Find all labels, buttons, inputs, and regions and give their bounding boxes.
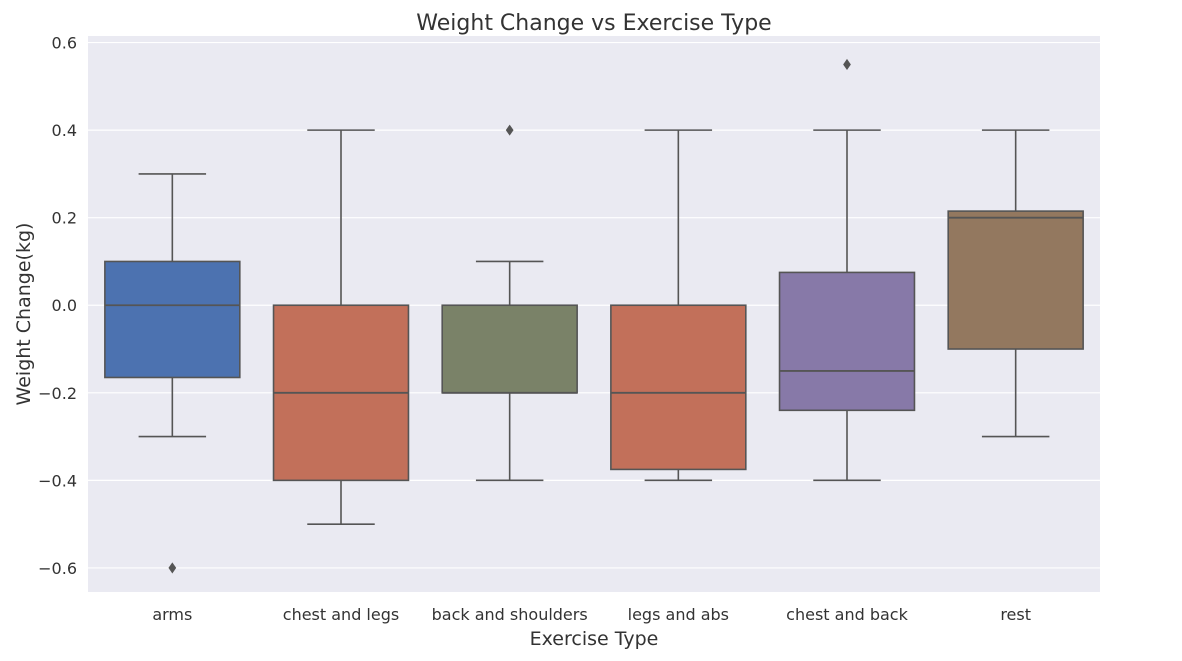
x-tick-label: chest and back <box>786 605 908 624</box>
box-iqr <box>610 304 747 471</box>
chart-title: Weight Change vs Exercise Type <box>416 11 771 36</box>
y-axis-label: Weight Change(kg) <box>13 223 35 406</box>
box-iqr <box>441 304 578 394</box>
box-arms <box>104 173 241 574</box>
gridlines <box>88 41 1100 569</box>
outlier-point <box>505 124 514 136</box>
box-iqr <box>947 210 1084 350</box>
x-tick-label: chest and legs <box>283 605 399 624</box>
box-series <box>104 58 1084 574</box>
y-axis-ticks: 0.6 0.4 0.2 0.0 −0.2 −0.4 −0.6 <box>38 34 77 578</box>
box-legs-and-abs <box>610 129 747 482</box>
y-tick-label: −0.2 <box>38 384 77 403</box>
box-chest-and-back <box>778 58 916 482</box>
box-back-and-shoulders <box>441 124 578 482</box>
x-tick-label: rest <box>1000 605 1031 624</box>
x-axis-label: Exercise Type <box>530 628 659 650</box>
y-tick-label: 0.4 <box>52 121 77 140</box>
outlier-point <box>843 58 851 70</box>
x-tick-label: legs and abs <box>628 605 729 624</box>
y-tick-label: 0.0 <box>52 296 77 315</box>
x-axis-ticks: arms chest and legs back and shoulders legs… <box>152 605 1031 624</box>
box-iqr <box>778 271 916 412</box>
y-tick-label: −0.4 <box>38 471 77 490</box>
outlier-point <box>168 562 177 574</box>
y-tick-label: 0.2 <box>52 209 77 228</box>
y-tick-label: 0.6 <box>52 34 77 53</box>
x-tick-label: back and shoulders <box>432 605 588 624</box>
x-tick-label: arms <box>152 605 192 624</box>
y-tick-label: −0.6 <box>38 559 77 578</box>
plot-area <box>88 36 1100 592</box>
box-iqr <box>104 260 241 379</box>
box-chest-and-legs <box>272 129 410 525</box>
box-rest <box>947 129 1084 438</box>
